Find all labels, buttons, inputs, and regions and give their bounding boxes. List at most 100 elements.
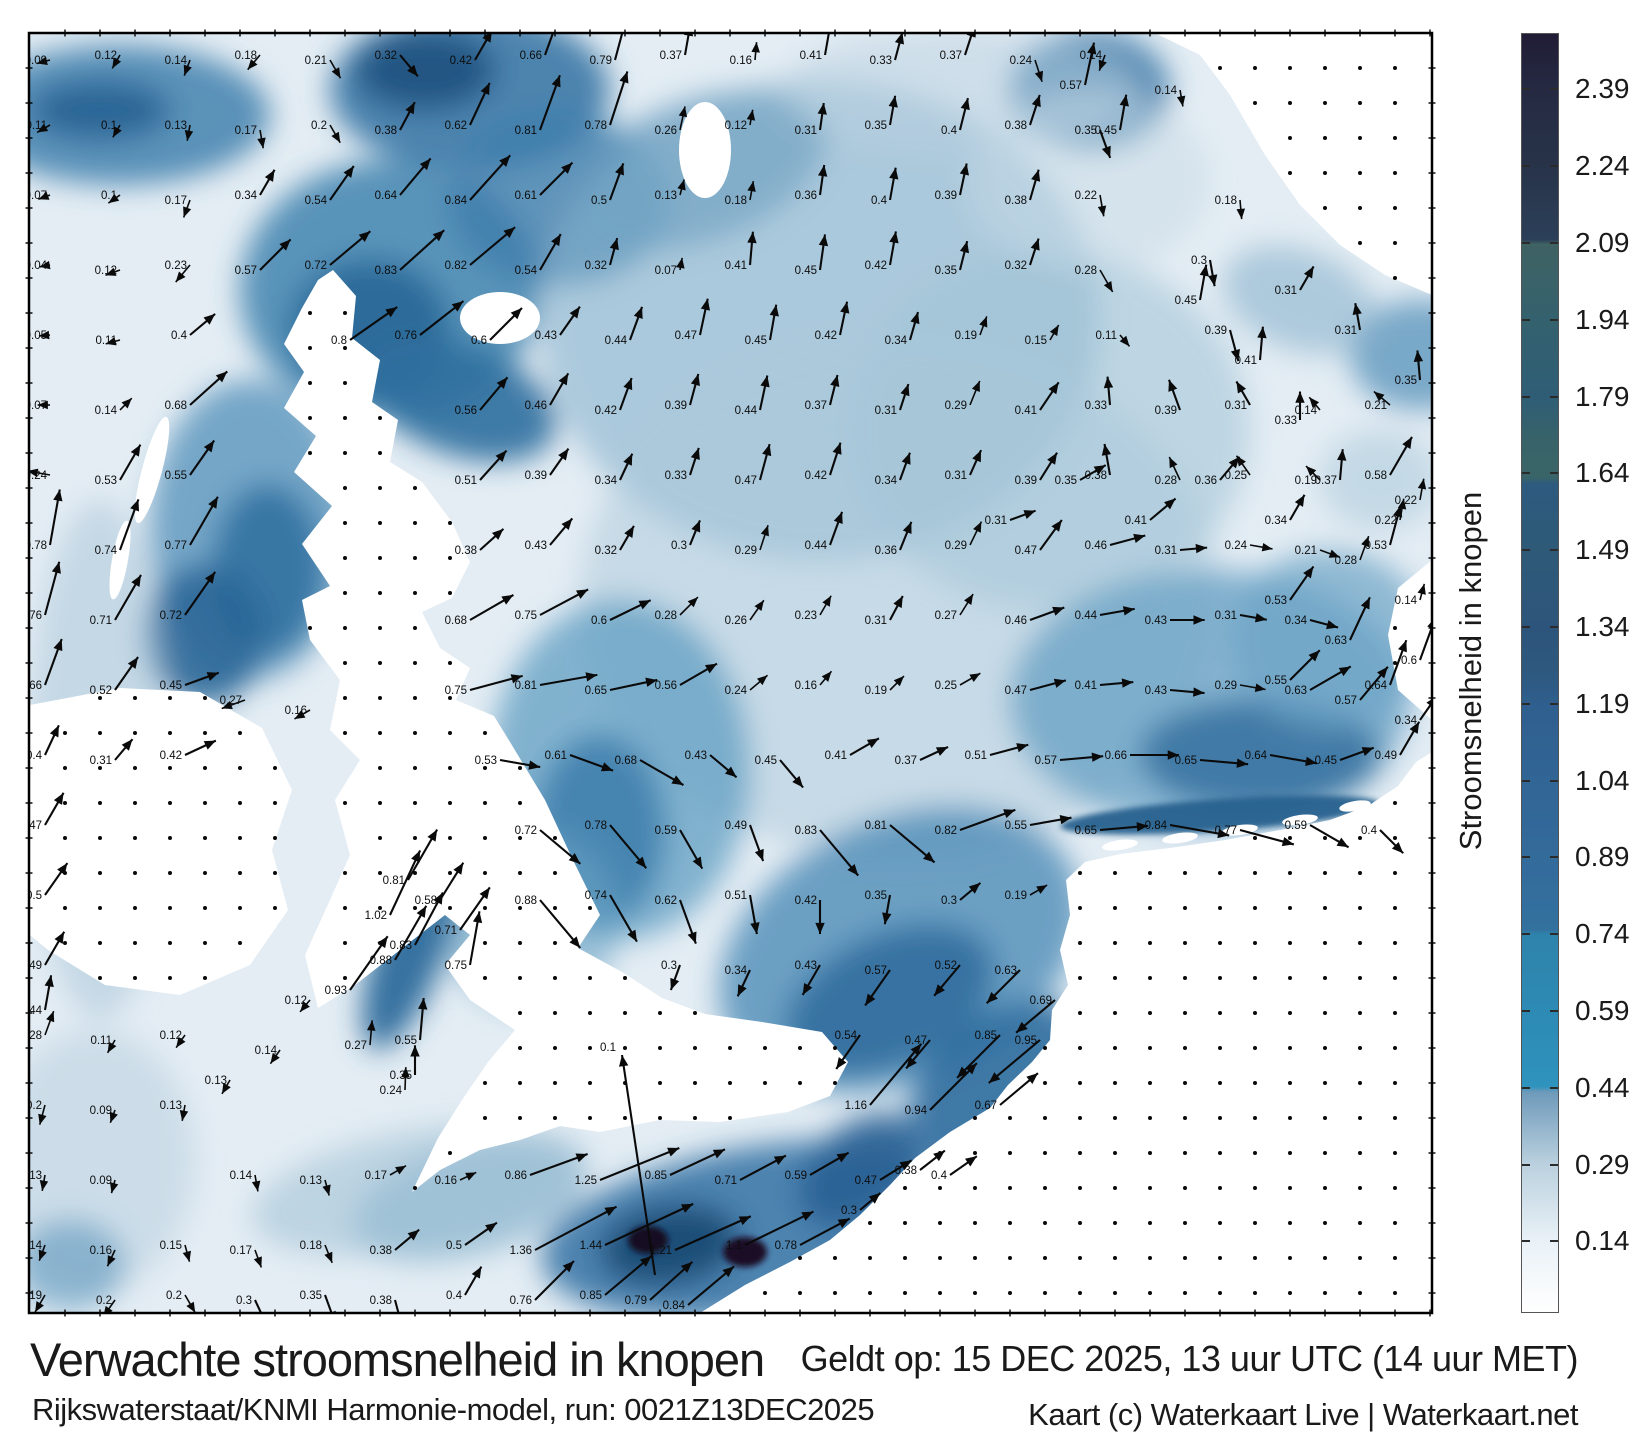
grid-dot [1288, 871, 1292, 875]
grid-dot [1358, 871, 1362, 875]
grid-dot [553, 976, 557, 980]
current-arrow-head [1103, 376, 1114, 389]
current-speed-value: 0.09 [90, 1175, 112, 1187]
current-arrow-head [130, 499, 140, 512]
colorbar-tick-mark [1550, 625, 1558, 628]
grid-dot [1288, 836, 1292, 840]
grid-dot [1323, 976, 1327, 980]
current-speed-value: 0.46 [1005, 615, 1027, 627]
grid-dot [448, 521, 452, 525]
grid-dot [518, 1046, 522, 1050]
grid-dot [1393, 1221, 1397, 1225]
current-speed-value: 0.2 [96, 1295, 112, 1307]
sea-speed-blob [30, 80, 170, 140]
current-arrow-head [1192, 687, 1205, 697]
current-speed-value: 0.47 [735, 475, 757, 487]
colorbar-tick-label: 0.44 [1575, 1071, 1630, 1103]
grid-dot [133, 941, 137, 945]
current-speed-value: 0.42 [795, 895, 817, 907]
grid-dot [1148, 1081, 1152, 1085]
current-arrow-head [889, 231, 899, 244]
current-speed-value: 0.45 [745, 335, 767, 347]
colorbar [1521, 33, 1559, 1313]
grid-dot [728, 1081, 732, 1085]
island [1102, 839, 1138, 851]
grid-dot [518, 1011, 522, 1015]
grid-dot [343, 906, 347, 910]
grid-dot [63, 836, 67, 840]
current-speed-value: 0.45 [1315, 755, 1337, 767]
current-arrow-head [432, 230, 445, 242]
grid-dot [658, 1081, 662, 1085]
current-speed-value: 0.07 [25, 190, 47, 202]
current-arrow-head [112, 57, 122, 69]
colorbar-tick-mark [1550, 1163, 1558, 1166]
current-arrow-head [670, 977, 680, 990]
current-arrow-head [687, 597, 698, 608]
current-speed-value: 0.39 [1205, 325, 1227, 337]
current-speed-value: 0.19 [20, 1290, 42, 1302]
current-arrow-head [692, 856, 703, 869]
grid-dot [413, 871, 417, 875]
current-speed-value: 0.24 [725, 685, 748, 697]
current-speed-value: 0.47 [1005, 685, 1027, 697]
grid-dot [518, 871, 522, 875]
grid-dot [1218, 1221, 1222, 1225]
current-arrow-head [499, 155, 511, 167]
current-arrow-head [358, 231, 371, 242]
grid-dot [1008, 1291, 1012, 1295]
current-arrow-head [495, 450, 507, 463]
grid-dot [1393, 1081, 1397, 1085]
current-arrow-head [105, 267, 117, 276]
grid-dot [1393, 1151, 1397, 1155]
grid-dot [1148, 1291, 1152, 1295]
grid-dot [1113, 1116, 1117, 1120]
grid-dot [98, 871, 102, 875]
grid-dot [1393, 941, 1397, 945]
colorbar-tick-mark [1522, 702, 1530, 705]
current-arrow-head [910, 1043, 922, 1056]
current-speed-value: 1.25 [575, 1175, 597, 1187]
current-speed-value: 0.25 [1225, 470, 1247, 482]
current-arrow-shaft [389, 849, 422, 916]
grid-dot [273, 836, 277, 840]
current-arrow-head [959, 163, 969, 176]
current-arrow-head [687, 931, 697, 944]
current-speed-value: 0.59 [655, 825, 677, 837]
grid-dot [413, 486, 417, 490]
colorbar-tick-mark [1550, 702, 1558, 705]
island [1162, 832, 1198, 844]
grid-dot [343, 556, 347, 560]
colorbar-tick-mark [1550, 549, 1558, 552]
grid-dot [413, 906, 417, 910]
grid-dots [63, 66, 1397, 1295]
current-speed-value: 0.47 [20, 820, 42, 832]
current-arrow-head [331, 131, 341, 143]
current-speed-value: 0.32 [375, 50, 397, 62]
current-speed-value: 0.37 [805, 400, 827, 412]
current-arrow-head [822, 595, 832, 607]
grid-dot [63, 766, 67, 770]
current-arrow-head [127, 657, 139, 669]
current-arrow-head [1003, 809, 1016, 819]
colorbar-tick-mark [1522, 165, 1530, 168]
grid-dot [98, 731, 102, 735]
current-arrow-head [627, 929, 637, 942]
grid-dot [1358, 1151, 1362, 1155]
colorbar-tick-label: 1.94 [1575, 303, 1630, 335]
current-speed-value: 0.72 [305, 260, 327, 272]
grid-dot [1393, 906, 1397, 910]
grid-dot [203, 731, 207, 735]
grid-dot [1218, 906, 1222, 910]
grid-dot [1183, 1081, 1187, 1085]
grid-dot [1323, 171, 1327, 175]
current-arrow-head [837, 1218, 850, 1228]
current-arrow-head [121, 739, 133, 751]
colorbar-tick-mark [1550, 241, 1558, 244]
current-speed-value: 0.49 [1375, 750, 1397, 762]
colorbar-tick-label: 1.79 [1575, 380, 1630, 412]
current-speed-value: 0.4 [871, 195, 888, 207]
grid-dot [133, 871, 137, 875]
grid-dot [1148, 1046, 1152, 1050]
grid-dot [1218, 871, 1222, 875]
